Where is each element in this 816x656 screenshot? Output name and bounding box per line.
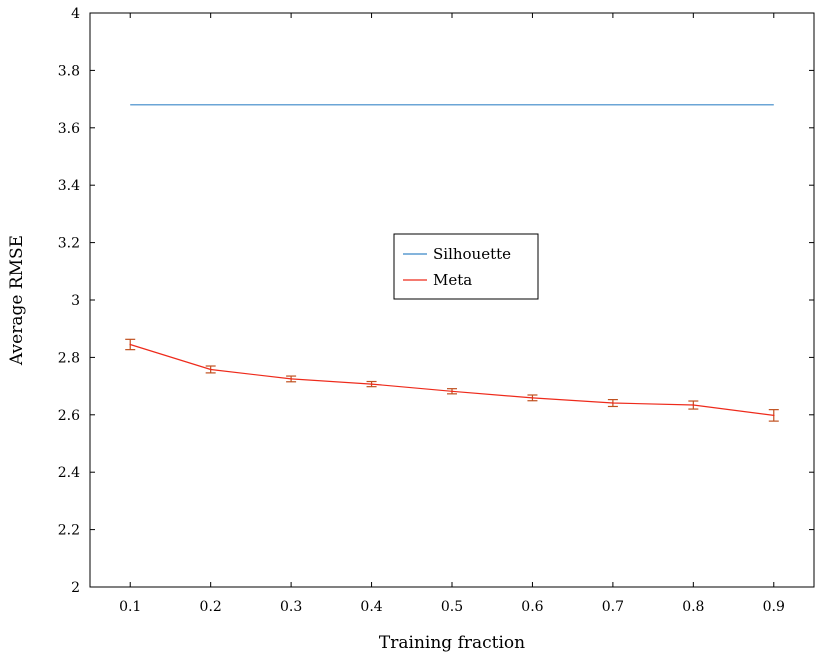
- legend-box: [393, 233, 539, 300]
- meta-data-point: [370, 383, 373, 385]
- meta-data-point: [129, 343, 132, 346]
- meta-data-point: [451, 390, 453, 393]
- y-tick-label: 2: [71, 580, 80, 596]
- x-axis-title: Training fraction: [379, 633, 525, 653]
- legend: Silhouette Meta: [393, 233, 539, 300]
- y-tick-label: 3: [71, 293, 80, 309]
- y-tick-label: 2.4: [58, 465, 80, 481]
- y-tick-label: 2.2: [58, 523, 80, 539]
- series-layer: [125, 104, 779, 422]
- legend-label-meta: Meta: [433, 271, 472, 289]
- y-tick-label: 3.4: [58, 178, 80, 194]
- x-tick-label: 0.7: [602, 599, 624, 615]
- x-tick-label: 0.9: [763, 599, 785, 615]
- x-tick-label: 0.8: [682, 599, 704, 615]
- x-tick-label: 0.4: [360, 599, 382, 615]
- plot-frame: [89, 12, 815, 588]
- meta-series-line: [130, 343, 774, 416]
- y-tick-label: 4: [71, 6, 80, 22]
- x-tick-label: 0.6: [521, 599, 543, 615]
- y-axis-title: Average RMSE: [7, 235, 27, 366]
- meta-data-point: [290, 378, 292, 380]
- y-tick-label: 3.2: [58, 236, 80, 252]
- y-tick-label: 3.8: [58, 63, 80, 79]
- meta-data-point: [209, 368, 212, 371]
- legend-label-silhouette: Silhouette: [433, 245, 511, 263]
- meta-data-point: [531, 397, 534, 399]
- x-tick-label: 0.5: [441, 599, 463, 615]
- axis-ticks: 0.1 0.2 0.3 0.4 0.5 0.6 0.7 0.8 0.9 2 2.2 2.4 2.6 2.8…: [58, 6, 814, 615]
- y-tick-label: 3.6: [58, 121, 80, 137]
- x-tick-label: 0.2: [200, 599, 222, 615]
- meta-data-point: [692, 404, 695, 406]
- meta-data-point: [612, 402, 614, 404]
- meta-data-point: [772, 414, 775, 417]
- y-tick-label: 2.8: [58, 350, 80, 366]
- x-tick-label: 0.1: [119, 599, 141, 615]
- y-tick-label: 2.6: [58, 408, 80, 424]
- x-tick-label: 0.3: [280, 599, 302, 615]
